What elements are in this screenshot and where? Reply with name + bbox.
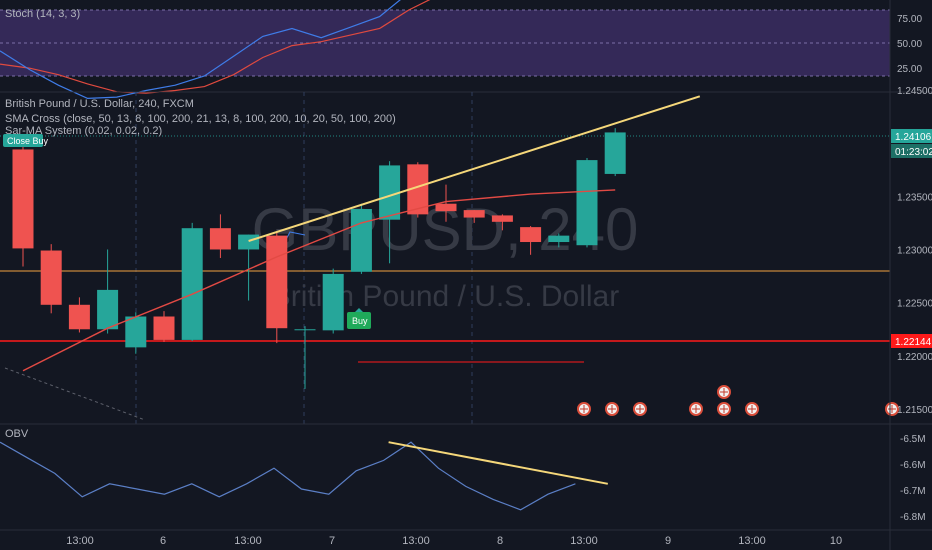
stoch-tick-50: 50.00 [897,39,922,50]
time-tick-label: 13:00 [234,535,262,547]
event-flags[interactable] [577,385,899,416]
event-flag-icon[interactable] [717,402,731,416]
stoch-d-line [0,0,431,94]
candle [181,222,203,341]
candle [294,326,316,389]
symbol-title: British Pound / U.S. Dollar, 240, FXCM [5,98,194,110]
time-tick-label: 13:00 [738,535,766,547]
svg-text:Close Buy: Close Buy [7,136,49,146]
close-buy-signal: Close Buy [3,134,49,147]
candle [463,210,485,223]
candle [435,184,457,222]
price-tick-label: 1.23000 [897,246,932,257]
price-tick-label: 1.22500 [897,299,932,310]
candle [68,297,90,333]
candle [125,312,147,354]
event-flag-icon[interactable] [885,402,899,416]
obv-line [0,441,576,511]
stoch-pane: Stoch (14, 3, 3) 75.00 50.00 25.00 [0,0,922,100]
obv-tick-1: -6.6M [900,460,926,471]
obv-tick-2: -6.7M [900,486,926,497]
candle [604,128,626,177]
current-price-badge: 1.24106 01:23:02 [891,129,932,158]
price-tick-label: 1.23500 [897,192,932,203]
obv-trend-line [388,441,608,485]
price-pane: GBPUSD, 240 British Pound / U.S. Dollar … [0,86,932,424]
sma-cross-label: SMA Cross (close, 50, 13, 8, 100, 200, 2… [5,113,396,125]
time-tick-label: 13:00 [66,535,94,547]
candle [548,233,570,248]
event-flag-icon[interactable] [577,402,591,416]
time-tick-label: 13:00 [402,535,430,547]
obv-label: OBV [5,428,29,440]
event-flag-icon[interactable] [633,402,647,416]
event-flag-icon[interactable] [689,402,703,416]
obv-pane: OBV -6.5M -6.6M -6.7M -6.8M [0,428,926,523]
svg-text:01:23:02: 01:23:02 [895,147,932,158]
stoch-tick-75: 75.00 [897,14,922,25]
candle [322,268,344,334]
support-price-badge: 1.22144 [891,334,932,348]
stoch-label: Stoch (14, 3, 3) [5,8,80,20]
stoch-tick-25: 25.00 [897,64,922,75]
candles [12,128,626,389]
price-axis: 1.24500 1.23500 1.23000 1.22500 1.22000 1.215… [897,86,932,416]
time-tick-label: 7 [329,535,335,547]
price-tick-label: 1.22000 [897,352,932,363]
candle [266,231,288,344]
event-flag-icon[interactable] [605,402,619,416]
candle [153,311,175,343]
trend-line [248,95,701,242]
candle [379,161,401,264]
candle [491,214,513,231]
time-axis: 13:00 6 13:00 7 13:00 8 13:00 9 13:00 10 [66,535,842,547]
candle [97,249,119,334]
time-tick-label: 13:00 [570,535,598,547]
time-tick-label: 6 [160,535,166,547]
candle [209,214,231,258]
event-flag-icon[interactable] [745,402,759,416]
price-tick-label: 1.24500 [897,86,932,97]
sar-ma-label: Sar-MA System (0.02, 0.02, 0.2) [5,125,162,137]
time-tick-label: 9 [665,535,671,547]
stoch-k-line [0,0,401,100]
svg-text:1.22144: 1.22144 [895,337,932,348]
buy-signal: Buy [347,308,371,329]
candle [520,226,542,255]
candle [12,138,34,267]
moving-average-line [22,189,616,372]
price-tick-label: 1.21500 [897,405,932,416]
obv-tick-0: -6.5M [900,434,926,445]
time-tick-label: 8 [497,535,503,547]
event-flag-icon[interactable] [717,385,731,399]
candle [40,244,62,314]
obv-tick-3: -6.8M [900,512,926,523]
candle [576,157,598,248]
candle [350,203,372,274]
time-tick-label: 10 [830,535,842,547]
svg-text:1.24106: 1.24106 [895,132,932,143]
svg-text:Buy: Buy [352,316,368,326]
